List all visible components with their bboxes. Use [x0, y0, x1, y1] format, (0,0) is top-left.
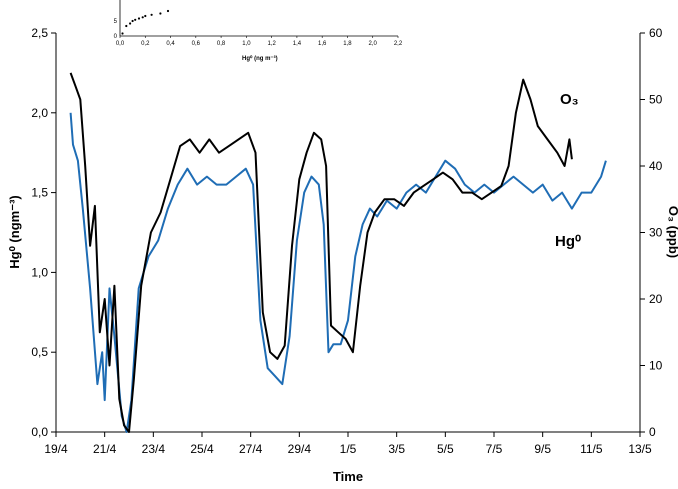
x-axis-title: Time: [333, 469, 363, 484]
y-left-tick-label: 0,5: [31, 345, 48, 359]
inset-x-tick-label: 0,0: [116, 41, 125, 47]
y-right-tick-label: 10: [649, 359, 663, 373]
y-right-tick-label: 20: [649, 292, 663, 306]
y-left-tick-label: 0,0: [31, 425, 48, 439]
inset-point: [141, 16, 144, 19]
x-tick-label: 13/5: [628, 442, 652, 456]
x-tick-label: 1/5: [340, 442, 357, 456]
y-right-tick-label: 40: [649, 159, 663, 173]
x-tick-label: 25/4: [190, 442, 214, 456]
series-lines: [69, 72, 607, 433]
x-tick-label: 11/5: [580, 442, 603, 456]
y-left-tick-label: 2,0: [31, 106, 48, 120]
inset-point: [131, 19, 134, 23]
y-left-tick-label: 2,5: [31, 26, 48, 40]
x-tick-label: 7/5: [486, 442, 503, 456]
y-left-tick-label: 1,0: [31, 265, 48, 279]
inset-x-tick-label: 0,4: [166, 41, 175, 47]
hg-series-line: [69, 112, 607, 433]
y-axis-right-title: O₃ (ppb): [666, 206, 678, 258]
x-tick-label: 21/4: [93, 442, 117, 456]
axes: [55, 33, 641, 433]
inset-x-tick-label: 1,4: [293, 41, 302, 47]
y-axis-left-title: Hg⁰ (ngm⁻³): [7, 195, 22, 268]
inset-point: [144, 14, 147, 18]
y-left-ticks: 0,0 0,5 1,0 1,5 2,0 2,5: [31, 26, 56, 439]
x-tick-label: 5/5: [437, 442, 454, 456]
inset-x-tick-label: 1,0: [242, 41, 251, 47]
inset-point: [134, 18, 137, 21]
hg-annotation: Hg⁰: [555, 233, 581, 250]
y-right-tick-label: 60: [649, 26, 663, 40]
inset-x-tick-label: 0,6: [192, 41, 201, 47]
inset-point: [125, 24, 128, 28]
x-ticks: 19/4 21/4 23/4 25/4 27/4 29/4 1/5 3/5 5/5 7/5 9/5 1…: [44, 432, 652, 456]
x-tick-label: 3/5: [388, 442, 405, 456]
inset-x-tick-label: 1,2: [267, 41, 276, 47]
inset-x-tick-label: 2,2: [394, 41, 403, 47]
inset-y-tick-label: 5: [114, 19, 118, 25]
inset-point: [129, 22, 132, 25]
inset-x-tick-label: 1,8: [343, 41, 352, 47]
inset-x-tick-label: 1,6: [318, 41, 327, 47]
inset-y-ticks: 05: [114, 19, 118, 40]
o3-annotation: O₃: [560, 91, 579, 108]
inset-x-axis-title: Hg⁰ (ng m⁻³): [242, 55, 278, 62]
y-right-tick-label: 50: [649, 93, 663, 107]
x-tick-label: 29/4: [288, 442, 312, 456]
inset-scatter-plot: 0,0 0,2 0,4 0,6 0,8 1,0 1,2 1,4 1,6 1,8 2,0 2,2 05 …: [114, 0, 403, 62]
inset-x-tick-label: 0,8: [217, 41, 226, 47]
inset-point: [159, 12, 162, 15]
x-tick-label: 9/5: [534, 442, 551, 456]
inset-point: [150, 13, 153, 16]
inset-x-ticks: 0,0 0,2 0,4 0,6 0,8 1,0 1,2 1,4 1,6 1,8 2,0 2,2: [116, 36, 403, 47]
x-tick-label: 23/4: [142, 442, 166, 456]
inset-point: [121, 32, 124, 35]
x-tick-label: 19/4: [44, 442, 68, 456]
inset-x-tick-label: 2,0: [369, 41, 378, 47]
o3-series-line: [69, 72, 573, 433]
x-tick-label: 27/4: [239, 442, 263, 456]
y-right-ticks: 0 10 20 30 40 50 60: [640, 26, 663, 439]
y-left-tick-label: 1,5: [31, 186, 48, 200]
y-right-tick-label: 30: [649, 226, 663, 240]
y-right-tick-label: 0: [649, 425, 656, 439]
inset-point: [137, 17, 141, 20]
inset-x-tick-label: 0,2: [141, 41, 150, 47]
inset-points: [121, 9, 170, 35]
inset-y-tick-label: 0: [114, 34, 118, 40]
inset-point: [166, 9, 170, 13]
